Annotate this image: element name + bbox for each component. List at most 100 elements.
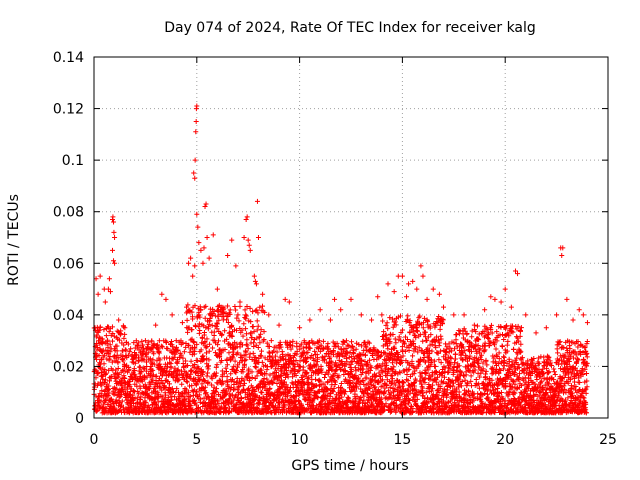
data-point	[103, 333, 109, 339]
data-point	[379, 377, 385, 383]
data-point	[227, 357, 233, 363]
data-point	[473, 377, 479, 383]
data-point	[230, 349, 236, 355]
data-point	[111, 333, 117, 339]
data-point	[388, 390, 394, 396]
data-point	[562, 397, 568, 403]
data-point	[298, 353, 304, 359]
data-point	[255, 345, 261, 351]
data-point	[465, 397, 471, 403]
data-point	[436, 313, 442, 319]
data-point	[370, 388, 376, 394]
data-point	[261, 337, 267, 343]
data-point	[253, 354, 259, 360]
data-point	[119, 402, 125, 408]
data-point	[293, 389, 299, 395]
data-point	[459, 341, 465, 347]
data-point	[231, 363, 237, 369]
data-point	[140, 342, 146, 348]
data-point	[336, 365, 342, 371]
data-point	[213, 389, 219, 395]
data-point	[383, 332, 389, 338]
data-point	[435, 350, 441, 356]
data-point	[280, 351, 286, 357]
data-point	[203, 390, 209, 396]
data-point	[421, 315, 427, 321]
data-point	[355, 401, 361, 407]
data-point	[205, 370, 211, 376]
data-point	[213, 370, 219, 376]
data-point	[505, 338, 511, 344]
data-point	[410, 338, 416, 344]
data-point	[546, 369, 552, 375]
data-point	[433, 369, 439, 375]
data-point	[372, 384, 378, 390]
data-point	[392, 382, 398, 388]
data-point	[324, 387, 330, 393]
data-point	[268, 338, 274, 344]
data-point	[434, 334, 440, 340]
data-point	[151, 361, 157, 367]
data-point	[419, 348, 425, 354]
data-point	[436, 357, 442, 363]
data-point	[308, 402, 314, 408]
data-point	[134, 352, 140, 358]
data-point	[417, 313, 423, 319]
data-point	[211, 329, 217, 335]
data-point	[489, 330, 495, 336]
data-point	[518, 349, 524, 355]
data-point	[192, 361, 198, 367]
data-point	[450, 383, 456, 389]
data-point	[390, 316, 396, 322]
data-point	[269, 363, 275, 369]
data-point	[300, 380, 306, 386]
data-point	[255, 310, 261, 316]
data-point	[219, 357, 225, 363]
data-point	[423, 359, 429, 365]
data-point	[389, 376, 395, 382]
data-point	[411, 341, 417, 347]
data-point	[172, 351, 178, 357]
data-point	[95, 381, 101, 387]
data-point	[257, 352, 263, 358]
data-point	[134, 395, 140, 401]
data-point	[300, 372, 306, 378]
data-point	[121, 342, 127, 348]
data-point	[539, 378, 545, 384]
data-point	[405, 313, 411, 319]
data-point	[268, 409, 274, 415]
data-point	[157, 357, 163, 363]
data-point	[343, 338, 349, 344]
data-point	[468, 373, 474, 379]
data-point	[274, 349, 280, 355]
data-point	[464, 330, 470, 336]
data-point	[306, 375, 312, 381]
data-point	[427, 384, 433, 390]
data-point	[279, 368, 285, 374]
data-point	[349, 339, 355, 345]
data-point	[342, 362, 348, 368]
data-point	[176, 389, 182, 395]
data-point	[140, 345, 146, 351]
data-point	[406, 366, 412, 372]
data-point	[456, 363, 462, 369]
data-point	[422, 380, 428, 386]
data-point	[252, 388, 258, 394]
data-point	[482, 391, 488, 397]
data-point	[248, 319, 254, 325]
data-point	[182, 396, 188, 402]
data-point	[427, 376, 433, 382]
data-point	[132, 360, 138, 366]
data-point	[121, 335, 127, 341]
data-point	[249, 402, 255, 408]
data-point	[473, 329, 479, 335]
data-point	[286, 364, 292, 370]
data-point	[269, 380, 275, 386]
data-point	[516, 338, 522, 344]
data-point	[464, 398, 470, 404]
data-point	[202, 384, 208, 390]
data-point	[214, 320, 220, 326]
data-point	[140, 356, 146, 362]
data-point	[453, 351, 459, 357]
data-point	[267, 372, 273, 378]
